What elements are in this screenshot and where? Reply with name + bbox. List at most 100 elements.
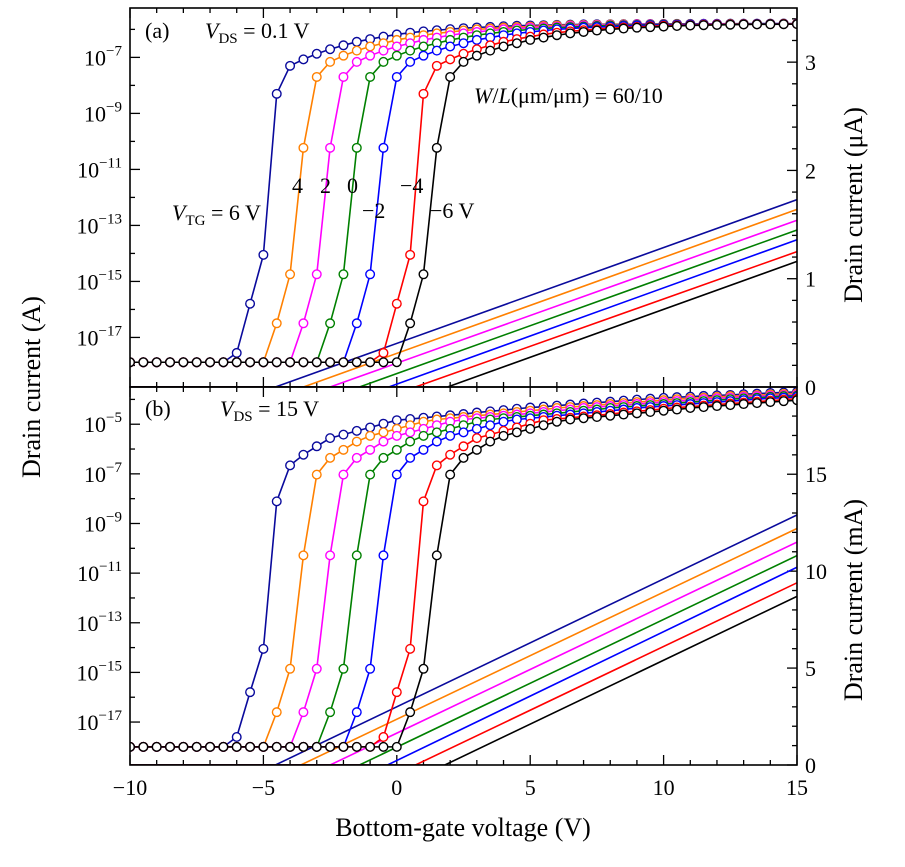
data-point-marker [591, 412, 602, 423]
data-point-marker [285, 60, 296, 71]
y-right-tick-label: 3 [805, 50, 816, 75]
data-point-marker [431, 45, 442, 56]
data-point-marker [298, 449, 309, 460]
vtg-label-m2: −2 [362, 198, 385, 223]
data-point-marker [591, 25, 602, 36]
wl-l: L [497, 83, 510, 108]
data-point-marker [391, 469, 402, 480]
y-left-tick-label: 10−7 [84, 460, 122, 487]
data-point-marker [658, 405, 669, 416]
data-point-marker [378, 452, 389, 463]
data-point-marker [130, 357, 135, 368]
y-left-tick-label: 10−17 [77, 323, 123, 350]
linear-curve-vtg-4 [130, 527, 797, 765]
data-point-marker [378, 550, 389, 561]
data-point-marker [405, 45, 416, 56]
data-point-marker [338, 71, 349, 82]
tick-exponent: −9 [106, 509, 122, 525]
vtg-rest: = 6 V [205, 200, 261, 225]
data-point-marker [218, 741, 229, 752]
data-point-marker [365, 41, 376, 52]
tick-exponent: −13 [99, 609, 122, 625]
data-point-marker [551, 30, 562, 41]
data-point-marker [725, 19, 736, 30]
data-point-marker [298, 550, 309, 561]
data-point-marker [151, 357, 162, 368]
data-point-marker [445, 41, 456, 52]
data-point-marker [325, 318, 336, 329]
log-curve-line [130, 23, 797, 364]
data-point-marker [138, 741, 149, 752]
data-point-marker [525, 423, 536, 434]
data-point-marker [351, 707, 362, 718]
y-left-tick-label: 10−11 [77, 155, 122, 182]
tick-base: 10 [84, 462, 106, 487]
data-point-marker [391, 357, 402, 368]
data-point-marker [431, 550, 442, 561]
y-left-tick-label: 10−7 [84, 43, 122, 70]
log-series-vtg--2 [130, 18, 797, 368]
y-left-tick-label: 10−9 [84, 509, 122, 536]
data-point-marker [338, 741, 349, 752]
x-tick-label: −10 [113, 775, 147, 800]
data-point-marker [271, 357, 282, 368]
data-point-marker [405, 643, 416, 654]
data-point-marker [418, 41, 429, 52]
tick-base: 10 [84, 101, 106, 126]
data-point-marker [351, 56, 362, 67]
tick-base: 10 [77, 269, 99, 294]
data-point-marker [418, 430, 429, 441]
y-right-tick-label: 0 [805, 753, 816, 778]
data-point-marker [418, 88, 429, 99]
data-point-marker [351, 436, 362, 447]
data-point-marker [405, 427, 416, 438]
log-series-vtg-6 [130, 18, 797, 368]
y-left-tick-label: 10−15 [77, 658, 122, 685]
data-point-marker [271, 741, 282, 752]
data-point-marker [511, 427, 522, 438]
data-point-marker [618, 23, 629, 34]
data-point-marker [378, 418, 389, 429]
data-point-marker [138, 357, 149, 368]
data-point-marker [458, 48, 469, 59]
data-point-marker [738, 19, 749, 30]
log-curve-line [130, 23, 797, 364]
data-point-marker [338, 269, 349, 280]
data-point-marker [351, 45, 362, 56]
vtg-sub: TG [185, 213, 205, 229]
log-curve-line [130, 23, 797, 364]
data-point-marker [325, 707, 336, 718]
data-point-marker [418, 269, 429, 280]
log-curve-line [130, 22, 797, 364]
data-point-marker [471, 423, 482, 434]
data-point-marker [311, 269, 322, 280]
data-point-marker [178, 741, 189, 752]
linear-curve-vtg--4 [130, 250, 797, 387]
data-point-marker [351, 318, 362, 329]
vtg-label-2: 2 [320, 173, 331, 198]
vds-sub: DS [233, 409, 252, 425]
data-point-marker [298, 54, 309, 65]
data-point-marker [431, 60, 442, 71]
linear-curve-vtg--2 [130, 238, 797, 387]
wl-slash: / [492, 83, 499, 108]
linear-curve-vtg-2 [130, 219, 797, 387]
tick-base: 10 [77, 561, 99, 586]
data-point-marker [391, 71, 402, 82]
data-point-marker [285, 357, 296, 368]
data-point-marker [271, 318, 282, 329]
data-point-marker [751, 398, 762, 409]
data-point-marker [325, 741, 336, 752]
data-point-marker [605, 410, 616, 421]
data-point-marker [458, 452, 469, 463]
data-point-marker [378, 436, 389, 447]
data-point-marker [365, 663, 376, 674]
data-point-marker [618, 409, 629, 420]
data-point-marker [218, 357, 229, 368]
data-point-marker [405, 56, 416, 67]
data-point-marker [338, 469, 349, 480]
y-left-tick-label: 10−15 [77, 267, 122, 294]
data-point-marker [685, 20, 696, 31]
data-point-marker [298, 142, 309, 153]
